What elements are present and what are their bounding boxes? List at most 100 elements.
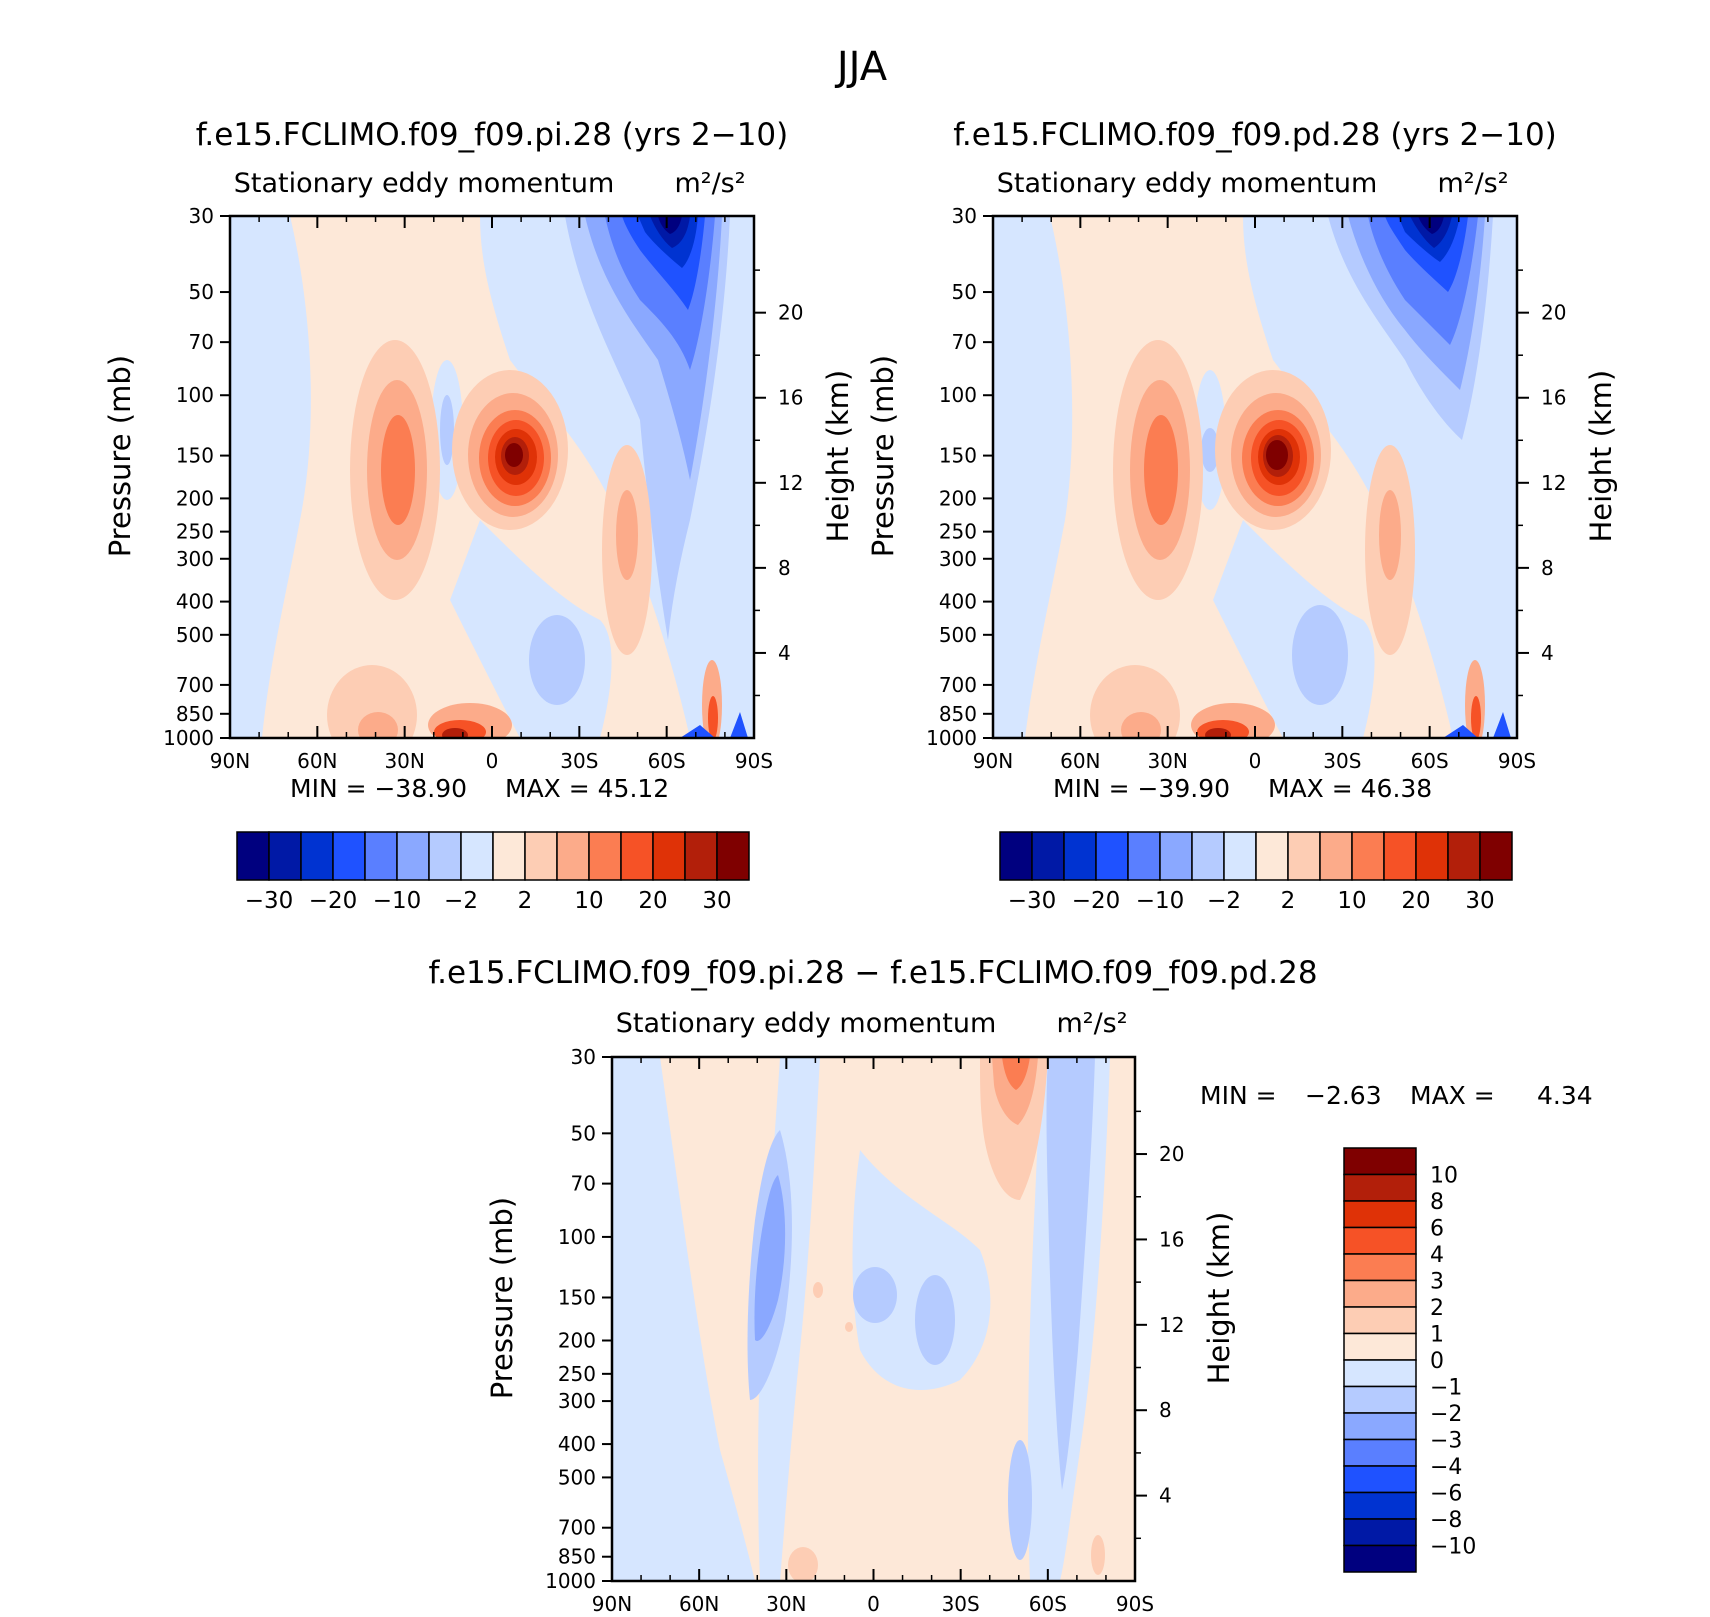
colorbar-diff-label: −3 <box>1430 1429 1462 1454</box>
panel-pd-pos-30n-b3 <box>1144 415 1178 525</box>
colorbar-0-label: 2 <box>518 888 533 914</box>
panel-0-y-right-tick-label: 4 <box>778 641 791 665</box>
colorbar-0-swatch <box>268 831 302 881</box>
panel-2-y-tick-label: 50 <box>571 1121 596 1145</box>
panel-2-y-tick-label: 150 <box>558 1286 596 1310</box>
panel-0-x-tick-label: 30N <box>384 749 424 773</box>
panel-pd-plot-area <box>993 216 1517 738</box>
panel-1-y-tick-label: 150 <box>939 444 977 468</box>
colorbar-0-swatch <box>620 831 654 881</box>
panel-1-x-tick-label: 30S <box>1323 749 1361 773</box>
panel-pi-neg-sfc-antarctic <box>680 712 748 738</box>
panel-0-x-tick-label: 30S <box>560 749 598 773</box>
colorbar-diff-label: −2 <box>1430 1402 1462 1427</box>
panel-0-y-right-tick-label: 20 <box>778 301 803 325</box>
colorbar-1-swatch <box>1159 831 1193 881</box>
colorbar-0-label: 30 <box>702 888 731 914</box>
colorbar-1-swatch <box>1255 831 1289 881</box>
panel-diff: f.e15.FCLIMO.f09_f09.pi.28 − f.e15.FCLIM… <box>428 955 1592 1616</box>
panel-2-y-tick-label: 500 <box>558 1465 596 1489</box>
panel-diff-plot-area <box>612 1057 1135 1581</box>
panel-pd-pos-sfc-b2 <box>1121 712 1161 738</box>
colorbar-1-swatch <box>1351 831 1385 881</box>
panel-diff-frame: 90N 60N 30N 0 30S 60S 90S 30 50 70 100 150 200 250 300… <box>485 1045 1236 1616</box>
colorbar-1-swatch <box>1095 831 1129 881</box>
panel-pd-units: m²/s² <box>1437 168 1508 199</box>
panel-pi-jet-core <box>658 216 682 234</box>
panel-pd-title: f.e15.FCLIMO.f09_f09.pd.28 (yrs 2−10) <box>953 117 1557 153</box>
colorbar-1-swatch <box>1415 831 1449 881</box>
panel-pi-pos-sfc-core <box>442 728 468 738</box>
panel-diff-neg-45s-low <box>1008 1440 1032 1560</box>
colorbar-diff-swatch <box>1343 1173 1417 1202</box>
panel-0-y-tick-label: 850 <box>176 702 214 726</box>
panel-diff-neg-left <box>612 1057 755 1581</box>
colorbar-0-swatch <box>396 831 430 881</box>
colorbar-diff-label: 3 <box>1430 1270 1444 1295</box>
panel-1-y-right-tick-label: 20 <box>1541 301 1566 325</box>
panel-diff-pos-small-1 <box>813 1282 823 1298</box>
colorbar-pi: −30 −20 −10 −2 2 10 20 30 <box>236 831 750 914</box>
colorbar-diff-swatch <box>1343 1359 1417 1388</box>
colorbar-diff-swatch <box>1343 1412 1417 1441</box>
panel-2-y-tick-label: 700 <box>558 1516 596 1540</box>
panel-1-y-tick-label: 400 <box>939 590 977 614</box>
panel-2-y-tick-label: 200 <box>558 1328 596 1352</box>
colorbar-1-swatch <box>999 831 1033 881</box>
panel-pd-pos-45s-b2 <box>1379 490 1401 580</box>
panel-2-x-tick-label: 60N <box>679 1592 719 1616</box>
panel-0-y-tick-label: 50 <box>189 280 214 304</box>
colorbar-0-swatch <box>684 831 718 881</box>
panel-0-y-tick-label: 700 <box>176 673 214 697</box>
panel-2-y-tick-label: 70 <box>571 1172 596 1196</box>
panel-2-y-tick-label: 400 <box>558 1432 596 1456</box>
panel-pi-plot-area <box>230 216 754 738</box>
panel-1-ylabel-right: Height (km) <box>1584 370 1618 543</box>
panel-pd-neg-sfc-antarctic <box>1443 712 1511 738</box>
panel-0-y-tick-label: 70 <box>189 330 214 354</box>
panel-2-y-tick-label: 250 <box>558 1362 596 1386</box>
panel-1-min-label: MIN = −39.90 <box>1053 774 1230 803</box>
panel-2-ylabel-right: Height (km) <box>1202 1212 1236 1385</box>
panel-1-x-tick-label: 60S <box>1411 749 1449 773</box>
colorbar-0-label: −2 <box>444 888 478 914</box>
colorbar-0-swatch <box>364 831 398 881</box>
colorbar-0-label: −30 <box>245 888 294 914</box>
panel-diff-min-value: −2.63 <box>1305 1081 1382 1110</box>
colorbar-1-swatch <box>1127 831 1161 881</box>
panel-1-x-tick-label: 30N <box>1147 749 1187 773</box>
panel-2-ylabel: Pressure (mb) <box>485 1197 519 1399</box>
panel-0-y-tick-label: 1000 <box>163 726 214 750</box>
panel-2-y-right-tick-label: 8 <box>1159 1398 1172 1422</box>
panel-pi-neg-region-15n-core <box>440 395 454 465</box>
panel-1-x-tick-label: 90S <box>1498 749 1536 773</box>
colorbar-diff-swatch <box>1343 1253 1417 1282</box>
panel-1-y-right-tick-label: 8 <box>1541 556 1554 580</box>
panel-1-y-right-tick-label: 16 <box>1541 386 1566 410</box>
panel-pi-pos-45s-b2 <box>616 490 638 580</box>
colorbar-1-label: 10 <box>1337 888 1366 914</box>
panel-diff-neg-60s-core <box>1046 1057 1095 1490</box>
panel-1-y-tick-label: 850 <box>939 702 977 726</box>
panel-pi-neg-region-left <box>230 216 311 738</box>
panel-0-y-tick-label: 500 <box>176 623 214 647</box>
colorbar-1-swatch <box>1479 831 1513 881</box>
panel-2-y-tick-label: 30 <box>571 1045 596 1069</box>
colorbar-diff-label: −1 <box>1430 1376 1462 1401</box>
panel-1-x-tick-label: 90N <box>973 749 1013 773</box>
panel-0-ylabel-right: Height (km) <box>821 370 855 543</box>
colorbar-diff-label: −10 <box>1430 1535 1476 1560</box>
panel-2-y-right-tick-label: 4 <box>1159 1484 1172 1508</box>
panel-0-y-tick-label: 100 <box>176 383 214 407</box>
panel-diff-neg-30n-core <box>754 1175 786 1341</box>
colorbar-1-swatch <box>1319 831 1353 881</box>
colorbar-diff-swatch <box>1343 1306 1417 1335</box>
colorbar-1-label: −2 <box>1207 888 1241 914</box>
panel-0-min-label: MIN = −38.90 <box>290 774 467 803</box>
panel-pi-pos-sfc-b2 <box>358 712 398 738</box>
colorbar-diff-label: −8 <box>1430 1508 1462 1533</box>
panel-pi: f.e15.FCLIMO.f09_f09.pi.28 (yrs 2−10) St… <box>103 117 855 803</box>
panel-1-y-tick-label: 200 <box>939 486 977 510</box>
colorbar-diff-swatch <box>1343 1385 1417 1414</box>
panel-diff-pos-45s-b2 <box>992 1057 1038 1125</box>
